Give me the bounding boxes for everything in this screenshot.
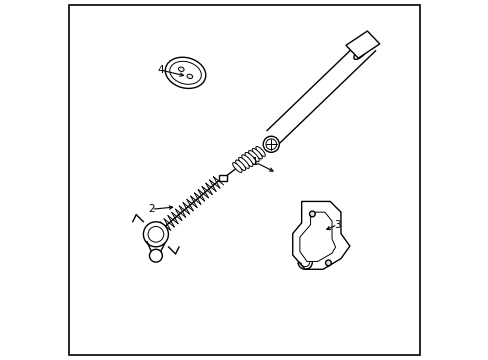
Ellipse shape — [232, 163, 242, 172]
Circle shape — [325, 260, 331, 266]
Ellipse shape — [241, 155, 252, 166]
Ellipse shape — [165, 57, 205, 89]
Ellipse shape — [151, 249, 160, 255]
Polygon shape — [345, 31, 379, 58]
Circle shape — [148, 226, 163, 242]
Ellipse shape — [244, 153, 256, 164]
Ellipse shape — [353, 46, 367, 59]
Polygon shape — [292, 202, 349, 269]
Ellipse shape — [238, 157, 249, 168]
Ellipse shape — [169, 61, 201, 84]
Text: 4: 4 — [157, 65, 163, 75]
Ellipse shape — [265, 139, 276, 150]
Circle shape — [143, 222, 168, 247]
Ellipse shape — [186, 74, 192, 78]
Text: 1: 1 — [251, 157, 258, 167]
Text: 2: 2 — [148, 204, 155, 214]
Ellipse shape — [263, 136, 279, 152]
Circle shape — [309, 211, 315, 217]
Polygon shape — [218, 175, 227, 181]
Circle shape — [149, 249, 162, 262]
Ellipse shape — [248, 150, 259, 162]
Ellipse shape — [235, 160, 245, 170]
Ellipse shape — [255, 147, 265, 156]
Ellipse shape — [178, 67, 183, 71]
Text: 3: 3 — [333, 220, 340, 230]
Ellipse shape — [252, 148, 262, 159]
